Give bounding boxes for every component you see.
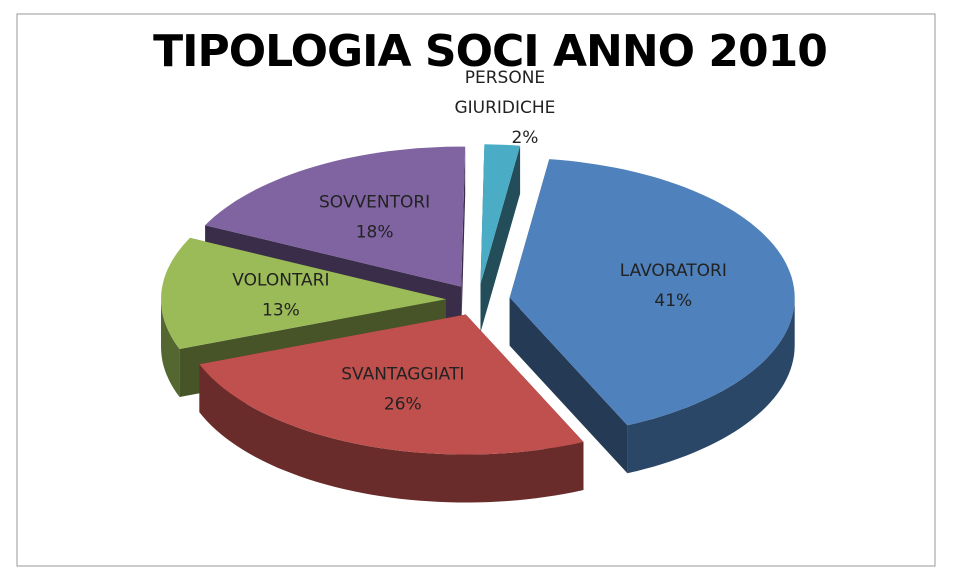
value-label: 13% <box>262 301 300 321</box>
slice-outer-side <box>161 299 180 397</box>
category-label: PERSONE GIURIDICHE <box>454 68 555 118</box>
category-label: SOVVENTORI <box>319 192 430 212</box>
slice <box>199 314 584 455</box>
chart-title: TIPOLOGIA SOCI ANNO 2010 <box>153 26 827 77</box>
slice <box>509 159 795 426</box>
category-label: LAVORATORI <box>620 261 727 281</box>
value-label: 18% <box>356 222 394 242</box>
slice <box>205 146 466 287</box>
slice-tops <box>161 144 795 455</box>
value-label: 2% <box>511 128 538 148</box>
slice <box>480 144 521 285</box>
value-label: 41% <box>654 291 692 311</box>
slice-radial-side <box>461 146 466 335</box>
slice-radial-side <box>509 297 628 474</box>
category-label: VOLONTARI <box>232 271 329 291</box>
category-label: SVANTAGGIATI <box>341 365 464 385</box>
value-label: 26% <box>384 395 422 415</box>
slice-labels: LAVORATORI 41% SVANTAGGIATI 26% VOLONTARI 13%… <box>232 68 727 415</box>
slice-radial-side <box>480 145 521 333</box>
slice-outer-side <box>627 297 795 474</box>
slice <box>161 237 446 349</box>
slice-outer-side <box>199 364 584 503</box>
